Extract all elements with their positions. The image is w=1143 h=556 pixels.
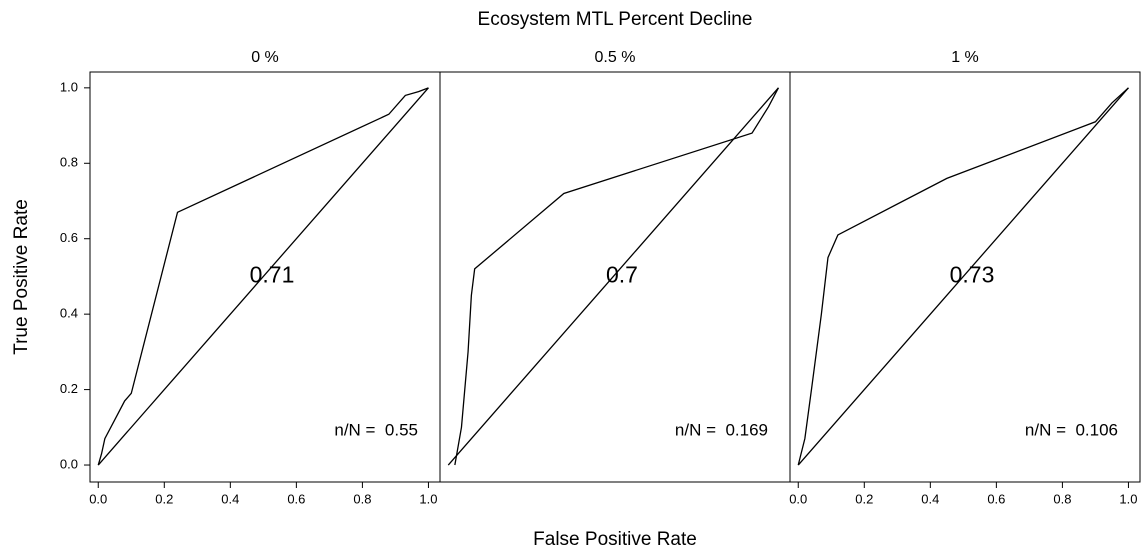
x-tick-label: 0.6 [287, 491, 305, 506]
roc-line [447, 87, 779, 466]
x-tick-label: 1.0 [1119, 491, 1137, 506]
x-tick-label: 0.0 [89, 491, 107, 506]
panel-title: 0.5 % [595, 49, 636, 66]
x-tick-label: 0.2 [155, 491, 173, 506]
auc-label: 0.73 [950, 262, 995, 288]
y-tick-label: 0.8 [60, 155, 78, 170]
x-tick-label: 0.4 [921, 491, 939, 506]
x-axis-label: False Positive Rate [533, 529, 697, 550]
y-tick-label: 0.2 [60, 381, 78, 396]
sample-note: n/N = 0.106 [1025, 421, 1118, 440]
y-tick-label: 0.4 [60, 306, 78, 321]
roc-line [454, 87, 780, 466]
roc-line [797, 87, 1129, 466]
x-tick-label: 0.8 [353, 491, 371, 506]
panel-title: 0 % [251, 49, 279, 66]
y-tick-label: 0.6 [60, 230, 78, 245]
panel-frame [789, 71, 1141, 483]
x-tick-label: 0.6 [987, 491, 1005, 506]
auc-label: 0.71 [250, 262, 295, 288]
x-tick-label: 0.0 [789, 491, 807, 506]
roc-line [797, 87, 1129, 466]
auc-label: 0.7 [606, 262, 638, 288]
x-tick-label: 1.0 [419, 491, 437, 506]
x-tick-label: 0.4 [221, 491, 239, 506]
sample-note: n/N = 0.169 [675, 421, 768, 440]
y-axis-label: True Positive Rate [11, 199, 32, 355]
y-tick-label: 0.0 [60, 456, 78, 471]
sample-note: n/N = 0.55 [334, 421, 418, 440]
x-tick-label: 0.8 [1053, 491, 1071, 506]
roc-line [97, 87, 429, 466]
y-tick-label: 1.0 [60, 79, 78, 94]
x-tick-label: 0.2 [855, 491, 873, 506]
roc-line [97, 87, 429, 466]
chart-title: Ecosystem MTL Percent Decline [478, 9, 753, 30]
panel-title: 1 % [951, 49, 979, 66]
